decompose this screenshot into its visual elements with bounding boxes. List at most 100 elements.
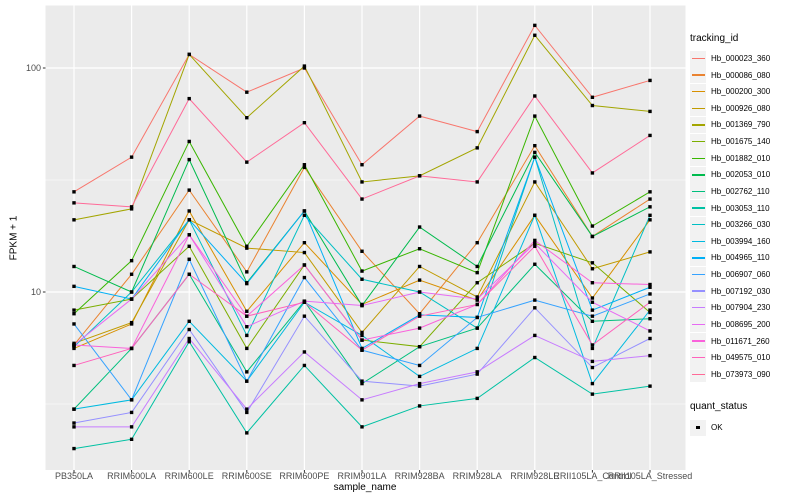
legend-swatch-line-icon	[691, 340, 705, 342]
legend-key	[690, 133, 706, 150]
data-point-marker	[590, 234, 595, 239]
legend-swatch-line-icon	[691, 257, 705, 259]
data-point-marker	[129, 398, 134, 402]
data-point-marker	[533, 94, 537, 98]
data-point-marker	[129, 258, 134, 263]
ok-point-marker-icon	[696, 425, 700, 430]
x-tick-label: RRIM600LA	[107, 471, 157, 481]
data-point-marker	[360, 277, 364, 281]
data-point-marker	[302, 120, 307, 125]
x-axis-title: sample_name	[333, 482, 397, 493]
legend-swatch-line-icon	[691, 107, 705, 110]
legend-item-label: Hb_002762_110	[711, 186, 770, 196]
data-point-marker	[590, 381, 595, 386]
legend-item-label: Hb_000926_080	[711, 103, 771, 113]
data-point-marker	[533, 333, 537, 338]
legend-key	[690, 249, 706, 266]
legend-key	[690, 150, 706, 167]
y-axis-title: FPKM + 1	[8, 215, 20, 261]
data-point-marker	[245, 370, 249, 374]
data-point-marker	[417, 326, 422, 330]
legend-item-label: Hb_008695_200	[711, 319, 771, 329]
data-point-marker	[187, 257, 191, 261]
data-point-marker	[475, 129, 479, 134]
legend-swatch-line-icon	[691, 290, 705, 292]
data-point-marker	[302, 350, 307, 354]
data-point-marker	[590, 308, 595, 312]
data-point-marker	[475, 240, 479, 245]
data-point-marker	[72, 446, 76, 451]
x-tick-label: RRIM600PE	[279, 471, 330, 481]
data-point-marker	[360, 333, 364, 338]
data-point-marker	[533, 241, 537, 245]
data-point-marker	[245, 90, 249, 94]
legend-swatch-line-icon	[691, 273, 705, 276]
data-point-marker	[245, 270, 249, 274]
legend-key	[690, 83, 706, 100]
data-point-marker	[72, 312, 76, 316]
legend-key	[690, 116, 706, 133]
data-point-marker	[648, 285, 652, 289]
data-point-marker	[417, 363, 422, 368]
legend-key	[690, 216, 706, 233]
data-point-marker	[475, 146, 479, 150]
x-tick-label: PB350LA	[54, 471, 94, 481]
data-point-marker	[417, 278, 422, 282]
legend-item-label: Hb_003266_030	[711, 220, 771, 230]
data-point-marker	[245, 431, 249, 435]
data-point-marker	[129, 346, 134, 351]
data-point-marker	[129, 297, 134, 301]
legend-swatch-line-icon	[691, 140, 705, 143]
data-point-marker	[72, 363, 76, 368]
data-point-marker	[187, 336, 191, 341]
data-point-marker	[360, 303, 364, 308]
data-point-marker	[590, 281, 595, 285]
legend-key	[690, 50, 706, 67]
data-point-marker	[533, 143, 537, 148]
legend-item: Hb_007192_030	[690, 283, 770, 300]
data-point-marker	[245, 160, 249, 164]
legend-item: Hb_003266_030	[690, 216, 770, 233]
legend-item-label: Hb_007192_030	[711, 286, 771, 296]
data-point-marker	[187, 233, 191, 237]
legend-item: Hb_002053_010	[690, 166, 770, 183]
data-point-marker	[533, 298, 537, 302]
data-point-marker	[245, 379, 249, 383]
data-point-marker	[302, 213, 307, 217]
legend-swatch-line-icon	[691, 174, 705, 176]
data-point-marker	[360, 346, 364, 351]
data-point-marker	[187, 139, 191, 144]
data-point-marker	[533, 150, 537, 155]
data-point-marker	[533, 23, 537, 28]
data-point-marker	[72, 425, 76, 429]
legend-item-label: Hb_006907_060	[711, 270, 771, 280]
data-point-marker	[245, 281, 249, 286]
data-point-marker	[360, 425, 364, 429]
data-point-marker	[533, 155, 537, 159]
data-point-marker	[360, 163, 364, 167]
legend-item-label: Hb_000086_080	[711, 70, 771, 80]
data-point-marker	[590, 103, 595, 108]
data-point-marker	[129, 205, 134, 209]
data-point-marker	[417, 404, 422, 408]
x-tick-label: RRIM928LE	[510, 471, 560, 481]
data-point-marker	[417, 247, 422, 251]
data-point-marker	[245, 314, 249, 318]
legend-key	[690, 316, 706, 333]
data-point-marker	[648, 109, 652, 114]
data-point-marker	[360, 338, 364, 342]
legend-key	[690, 266, 706, 283]
data-point-marker	[360, 197, 364, 201]
data-point-marker	[302, 163, 307, 167]
data-point-marker	[417, 225, 422, 229]
data-point-marker	[72, 218, 76, 222]
data-point-marker	[590, 359, 595, 364]
data-point-marker	[590, 95, 595, 99]
legend-key	[690, 283, 706, 300]
data-point-marker	[417, 174, 422, 178]
data-point-marker	[417, 344, 422, 349]
legend-item-label: Hb_003994_160	[711, 236, 771, 246]
data-point-marker	[648, 218, 652, 222]
data-point-marker	[648, 205, 652, 209]
data-point-marker	[648, 300, 652, 304]
